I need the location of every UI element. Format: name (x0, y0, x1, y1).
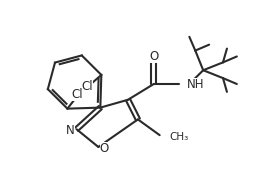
Text: CH₃: CH₃ (170, 132, 189, 142)
Text: N: N (66, 124, 75, 137)
Text: Cl: Cl (81, 80, 93, 92)
Text: O: O (149, 50, 158, 63)
Text: NH: NH (187, 78, 205, 91)
Text: Cl: Cl (72, 88, 83, 101)
Text: O: O (100, 142, 109, 155)
